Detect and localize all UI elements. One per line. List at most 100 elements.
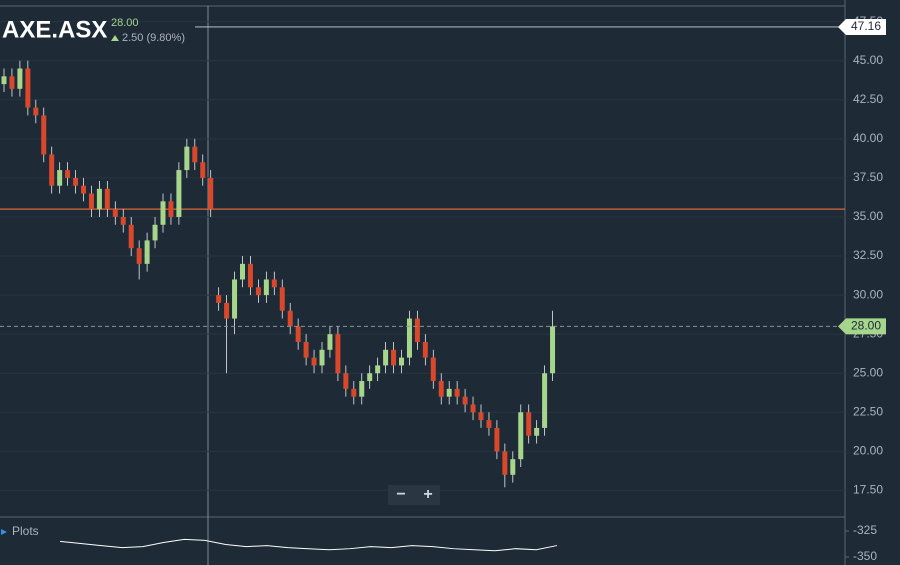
candle-body: [279, 287, 285, 311]
candle-body: [406, 318, 412, 358]
y-tick-label: 45.00: [853, 53, 883, 67]
candle-body: [25, 68, 31, 108]
candle-body: [454, 388, 460, 397]
candle-body: [136, 248, 142, 264]
panel-label[interactable]: Plots: [12, 524, 39, 538]
candle-body: [287, 310, 293, 327]
crosshair-tag: [838, 18, 886, 35]
candle-body: [9, 76, 15, 89]
candle-body: [271, 279, 277, 288]
candle-body: [311, 357, 317, 366]
candle-body: [510, 459, 516, 475]
candle-body: [367, 373, 373, 382]
candle-body: [49, 154, 55, 186]
y-tick-label: 30.00: [853, 287, 883, 301]
candle-body: [462, 396, 468, 405]
candle-body: [57, 170, 63, 186]
candle-body: [144, 240, 150, 264]
candle-body: [263, 279, 269, 296]
price-change: 2.50 (9.80%): [122, 32, 185, 44]
y-tick-label: 32.50: [853, 248, 883, 262]
candle-body: [422, 341, 428, 358]
candle-body: [128, 224, 134, 249]
last-price-label: 28.00: [851, 319, 881, 333]
candle-body: [112, 209, 118, 217]
candle-body: [247, 263, 253, 288]
candle-body: [255, 287, 261, 296]
y-tick-label: 25.00: [853, 365, 883, 379]
candle-body: [446, 388, 452, 397]
y-tick-label: 20.00: [853, 444, 883, 458]
zoom-in[interactable]: +: [423, 486, 432, 503]
candle-body: [343, 373, 349, 389]
candle-body: [168, 201, 174, 217]
candle-body: [224, 302, 230, 319]
crosshair-label: 47.16: [851, 19, 881, 33]
y-tick-label: 37.50: [853, 170, 883, 184]
candle-body: [414, 318, 420, 342]
zoom-box: [388, 485, 440, 505]
candle-body: [327, 334, 333, 350]
candle-body: [240, 263, 245, 280]
y-tick-label: 42.50: [853, 92, 883, 106]
candle-body: [399, 357, 404, 366]
candle-body: [335, 334, 341, 374]
candle-body: [200, 162, 206, 178]
y-tick-label: 35.00: [853, 209, 883, 223]
indicator-line: [59, 538, 558, 552]
candle-body: [73, 177, 79, 186]
candle-body: [120, 216, 126, 225]
candle-body: [208, 177, 214, 210]
candle-body: [232, 279, 238, 319]
last-price-tag: [838, 318, 886, 335]
candle-body: [470, 404, 476, 413]
candle-body: [359, 381, 365, 397]
last-price: 28.00: [111, 17, 139, 29]
candle-body: [518, 412, 524, 460]
plot-area: 17.5020.0022.5025.0027.5030.0032.5035.00…: [0, 14, 886, 563]
candle-body: [33, 107, 39, 116]
candle-body: [383, 349, 389, 366]
candle-body: [176, 170, 182, 217]
y-tick-label: 17.50: [853, 483, 883, 497]
candle-body: [65, 170, 71, 178]
candle-body: [319, 349, 325, 366]
candle-body: [494, 427, 500, 452]
candle-body: [88, 193, 94, 210]
candle-body: [96, 188, 102, 210]
candle-body: [391, 349, 397, 366]
candle-body: [502, 451, 508, 475]
symbol-title: AXE.ASX: [2, 16, 107, 43]
candle-body: [184, 146, 190, 171]
candle-body: [303, 341, 309, 358]
candle-body: [192, 146, 198, 163]
candle-body: [375, 365, 381, 374]
candle-body: [152, 224, 158, 241]
y-tick-label: 22.50: [853, 404, 883, 418]
y-tick-label: 40.00: [853, 131, 883, 145]
y2-tick-label: -350: [853, 549, 877, 563]
candle-body: [41, 115, 47, 155]
candle-body: [526, 412, 532, 436]
candle-body: [438, 381, 444, 397]
candle-body: [17, 68, 23, 89]
candle-body: [486, 420, 492, 428]
candle-body: [104, 188, 110, 210]
candle-body: [430, 357, 436, 382]
candle-body: [542, 373, 548, 428]
expand-icon[interactable]: [1, 529, 7, 535]
candle-body: [295, 326, 301, 342]
candle-body: [160, 201, 166, 225]
candle-body: [534, 427, 540, 436]
zoom-out[interactable]: −: [396, 486, 405, 503]
candle-body: [550, 326, 556, 374]
candle-body: [351, 388, 357, 397]
y2-tick-label: -325: [853, 523, 877, 537]
candle-body: [1, 76, 7, 85]
candle-body: [478, 412, 484, 421]
candle-body: [216, 295, 222, 303]
up-arrow: [111, 35, 119, 41]
candle-body: [81, 185, 86, 194]
